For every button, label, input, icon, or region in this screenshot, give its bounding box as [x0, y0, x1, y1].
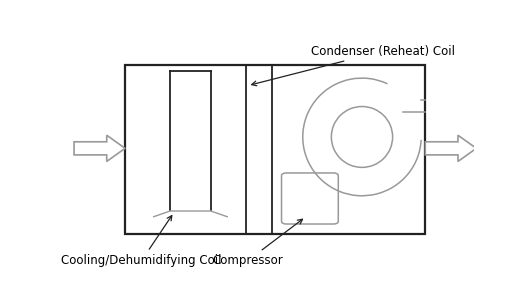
Text: Condenser (Reheat) Coil: Condenser (Reheat) Coil: [252, 45, 455, 86]
Polygon shape: [425, 135, 476, 161]
Text: Compressor: Compressor: [212, 219, 302, 267]
Text: Cooling/Dehumidifying Coil: Cooling/Dehumidifying Coil: [61, 215, 222, 267]
Bar: [125, 65, 425, 234]
Polygon shape: [74, 135, 125, 161]
